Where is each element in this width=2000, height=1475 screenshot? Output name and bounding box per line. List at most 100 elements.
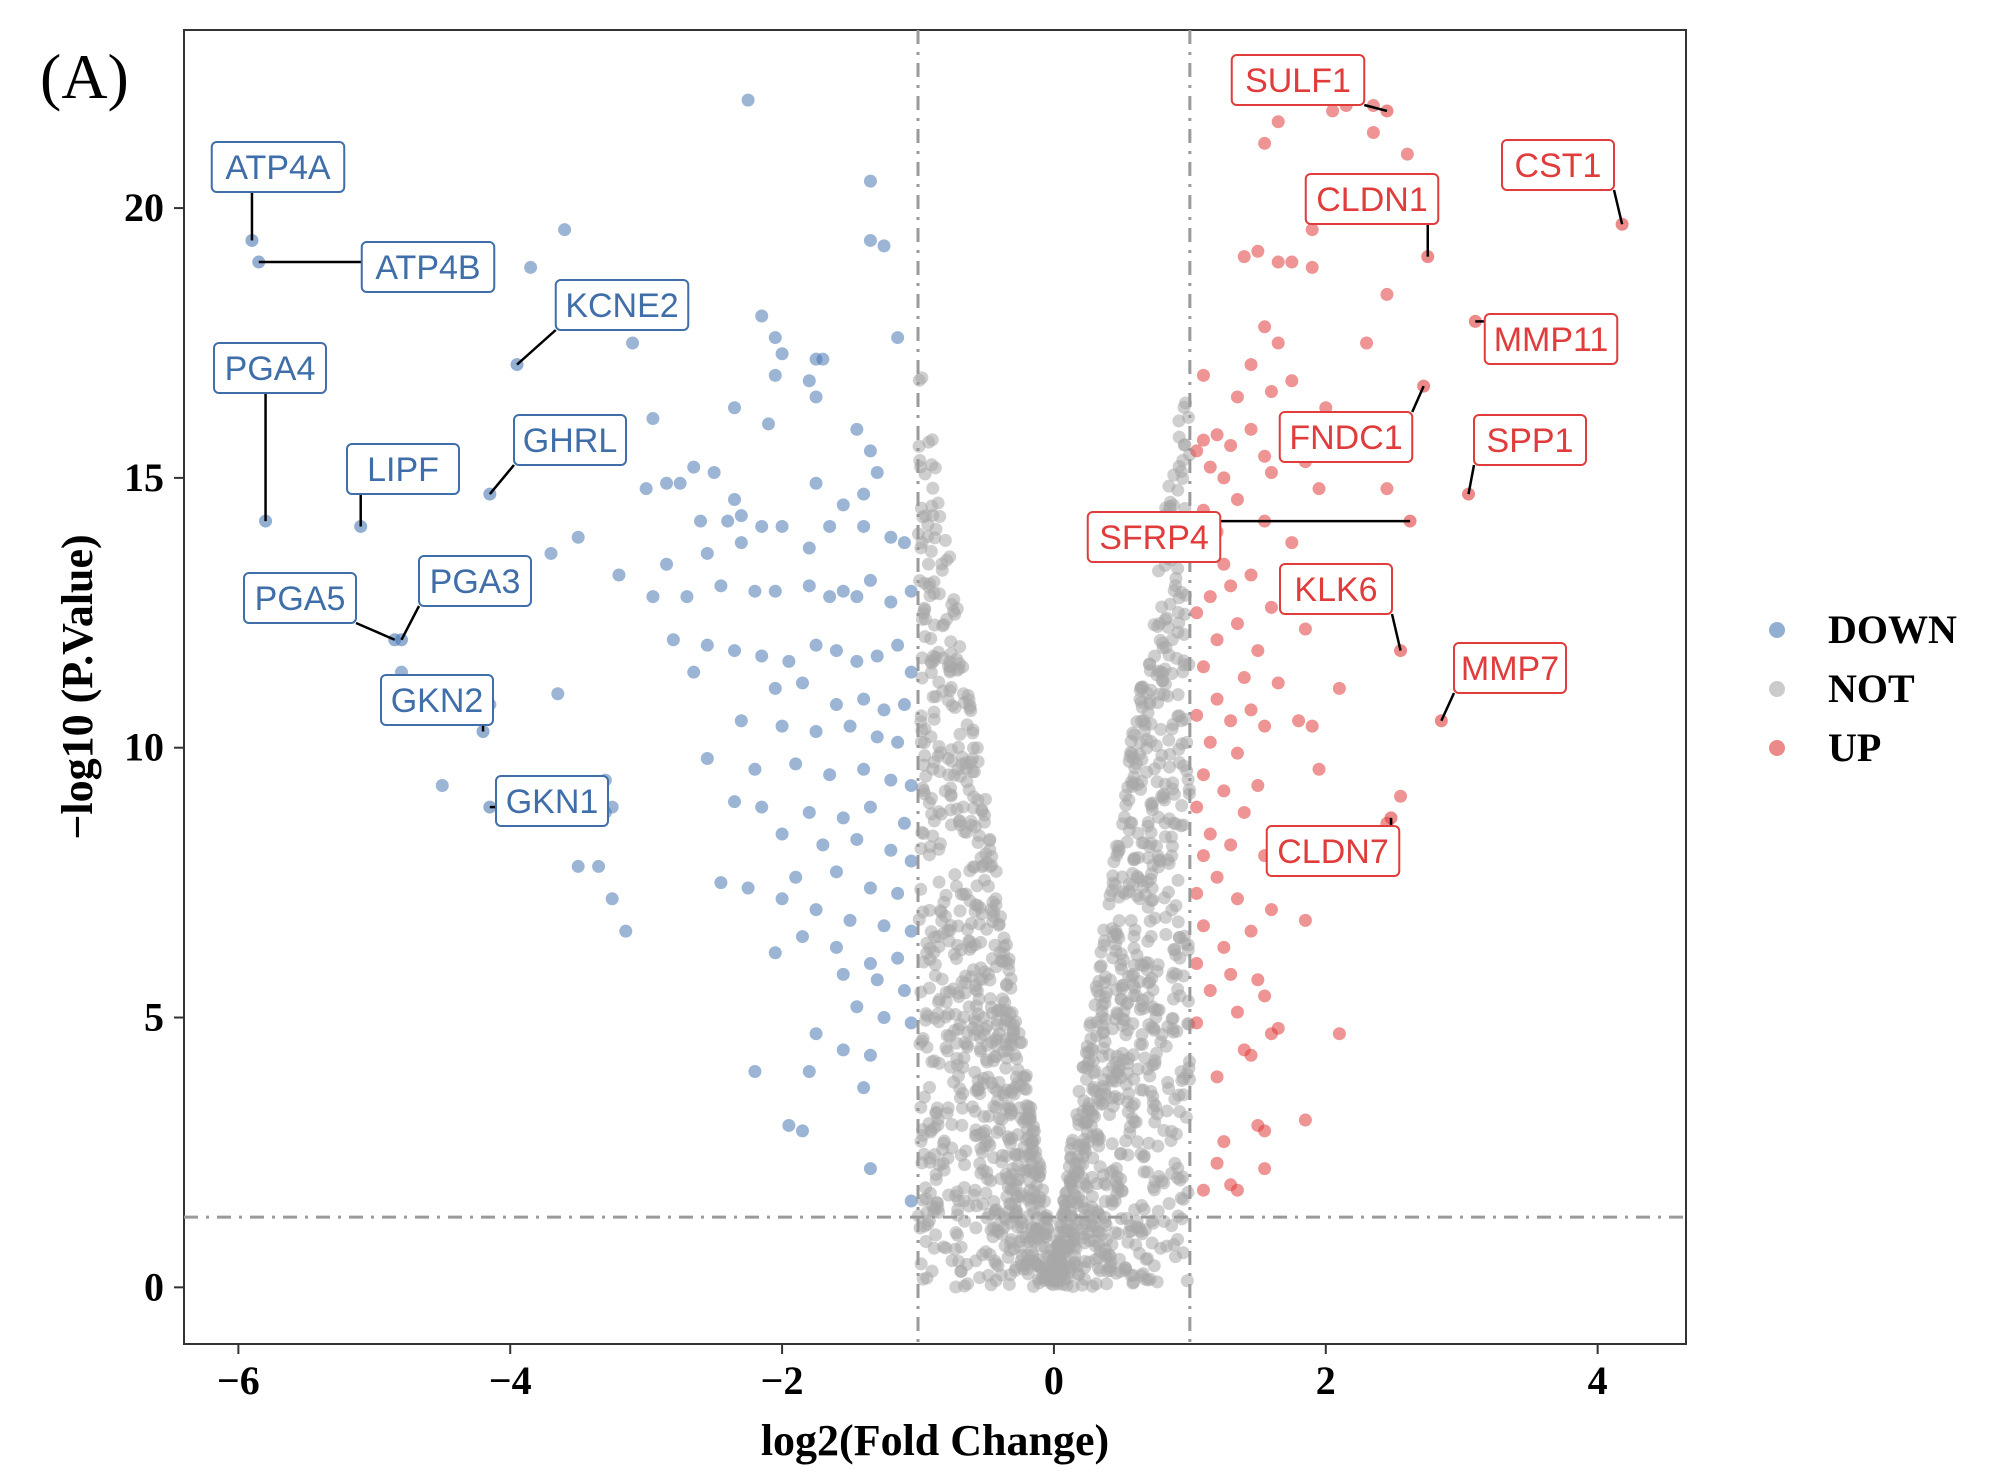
point-not <box>950 1051 964 1065</box>
point-not <box>1027 1185 1041 1199</box>
point-up <box>1312 762 1326 776</box>
point-down <box>748 584 762 598</box>
gene-label-mmp7: MMP7 <box>1461 650 1559 688</box>
point-up <box>1217 940 1231 954</box>
point-not <box>966 963 980 977</box>
y-tick-label: 0 <box>144 1264 164 1309</box>
point-not <box>927 755 941 769</box>
point-not <box>939 1041 953 1055</box>
point-down <box>544 546 558 560</box>
point-down <box>768 331 782 345</box>
point-not <box>1141 934 1155 948</box>
point-not <box>947 768 961 782</box>
gene-leader-cst1 <box>1612 189 1624 225</box>
point-not <box>1178 607 1192 621</box>
point-up <box>1196 1183 1210 1197</box>
point-not <box>953 1082 967 1096</box>
point-not <box>1119 1077 1133 1091</box>
point-up <box>1305 223 1319 237</box>
point-up <box>1258 719 1272 733</box>
point-not <box>1012 1026 1026 1040</box>
point-not <box>950 1228 964 1242</box>
x-tick-label: −4 <box>489 1358 532 1403</box>
point-not <box>1168 1156 1182 1170</box>
point-up <box>1400 147 1414 161</box>
point-down <box>775 519 789 533</box>
point-down <box>782 654 796 668</box>
point-not <box>1134 1083 1148 1097</box>
point-not <box>947 593 961 607</box>
gene-label-cldn7: CLDN7 <box>1277 833 1388 871</box>
point-not <box>931 995 945 1009</box>
point-not <box>1148 911 1162 925</box>
x-axis-title: log2(Fold Change) <box>761 1416 1109 1465</box>
point-down <box>734 509 748 523</box>
point-not <box>933 509 947 523</box>
point-not <box>1137 724 1151 738</box>
point-not <box>1181 773 1195 787</box>
point-down <box>660 557 674 571</box>
not-points-group <box>911 371 1197 1294</box>
point-not <box>1013 1036 1027 1050</box>
point-not <box>1146 1216 1160 1230</box>
point-up <box>1237 250 1251 264</box>
point-down <box>768 946 782 960</box>
point-not <box>1007 1087 1021 1101</box>
point-not <box>988 1254 1002 1268</box>
point-not <box>1146 983 1160 997</box>
point-down <box>863 233 877 247</box>
point-down <box>870 465 884 479</box>
point-down <box>802 1064 816 1078</box>
point-not <box>926 690 940 704</box>
gene-leader-sulf1 <box>1363 103 1388 113</box>
point-not <box>1163 597 1177 611</box>
point-not <box>999 1004 1013 1018</box>
point-not <box>1126 867 1140 881</box>
gene-label-box-mmp7 <box>1453 642 1567 694</box>
point-not <box>1137 959 1151 973</box>
point-not <box>1131 777 1145 791</box>
point-down <box>775 347 789 361</box>
point-not <box>953 727 967 741</box>
point-not <box>1158 830 1172 844</box>
point-not <box>974 851 988 865</box>
point-not <box>1154 665 1168 679</box>
point-down <box>843 719 857 733</box>
point-not <box>1011 1173 1025 1187</box>
point-not <box>1110 1186 1124 1200</box>
point-down <box>857 762 871 776</box>
point-up <box>1271 336 1285 350</box>
point-down <box>857 1081 871 1095</box>
point-up <box>1258 449 1272 463</box>
point-not <box>941 659 955 673</box>
point-not <box>1145 803 1159 817</box>
point-down <box>891 886 905 900</box>
point-down <box>714 579 728 593</box>
point-down <box>768 584 782 598</box>
point-not <box>960 1038 974 1052</box>
point-up <box>1298 1113 1312 1127</box>
point-not <box>918 467 932 481</box>
point-down <box>857 519 871 533</box>
point-not <box>932 875 946 889</box>
point-not <box>939 1241 953 1255</box>
point-up <box>1264 600 1278 614</box>
point-not <box>1099 1218 1113 1232</box>
x-tick-label: 4 <box>1588 1358 1608 1403</box>
point-not <box>914 709 928 723</box>
gene-label-cst1: CST1 <box>1515 147 1602 185</box>
threshold-lines <box>184 30 1686 1344</box>
gene-label-pga4: PGA4 <box>225 350 316 388</box>
point-up <box>1230 892 1244 906</box>
point-not <box>1076 1158 1090 1172</box>
point-down <box>646 590 660 604</box>
point-not <box>1098 990 1112 1004</box>
point-down <box>897 536 911 550</box>
point-up <box>1196 919 1210 933</box>
point-up <box>1190 708 1204 722</box>
point-down <box>843 913 857 927</box>
point-not <box>1162 1196 1176 1210</box>
point-not <box>963 935 977 949</box>
point-not <box>1123 750 1137 764</box>
point-down <box>857 487 871 501</box>
